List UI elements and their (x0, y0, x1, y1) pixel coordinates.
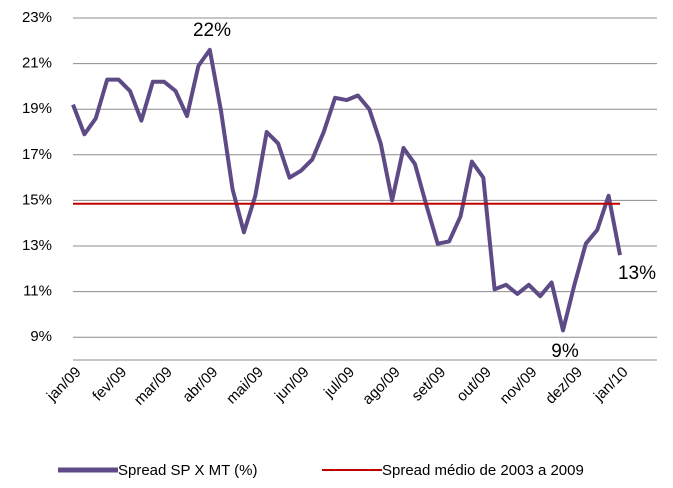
y-tick-label: 9% (30, 328, 52, 345)
y-tick-label: 19% (22, 100, 52, 117)
y-tick-label: 13% (22, 237, 52, 254)
x-tick-label: set/09 (408, 364, 449, 405)
series-line (71, 47, 622, 333)
y-tick-label: 15% (22, 191, 52, 208)
x-tick-label: jan/10 (590, 364, 632, 406)
x-tick-label: out/09 (453, 364, 495, 406)
y-tick-label: 21% (22, 55, 52, 72)
x-tick-label: jan/09 (43, 364, 85, 406)
x-tick-label: fev/09 (89, 364, 130, 405)
y-tick-label: 23% (22, 9, 52, 26)
legend-label: Spread SP X MT (%) (118, 462, 258, 479)
x-tick-label: nov/09 (497, 364, 541, 408)
x-tick-label: ago/09 (359, 364, 403, 408)
x-tick-label: jul/09 (320, 364, 358, 402)
annotation: 22% (193, 20, 231, 41)
x-tick-label: mai/09 (223, 364, 267, 408)
x-tick-label: mar/09 (131, 364, 176, 409)
annotation: 13% (618, 263, 656, 284)
annotation: 9% (551, 341, 579, 362)
x-tick-label: dez/09 (542, 364, 586, 408)
y-tick-label: 17% (22, 146, 52, 163)
x-tick-label: jun/09 (271, 364, 313, 406)
legend-label: Spread médio de 2003 a 2009 (382, 462, 584, 479)
y-tick-label: 11% (23, 283, 52, 300)
x-tick-label: abr/09 (179, 364, 221, 406)
